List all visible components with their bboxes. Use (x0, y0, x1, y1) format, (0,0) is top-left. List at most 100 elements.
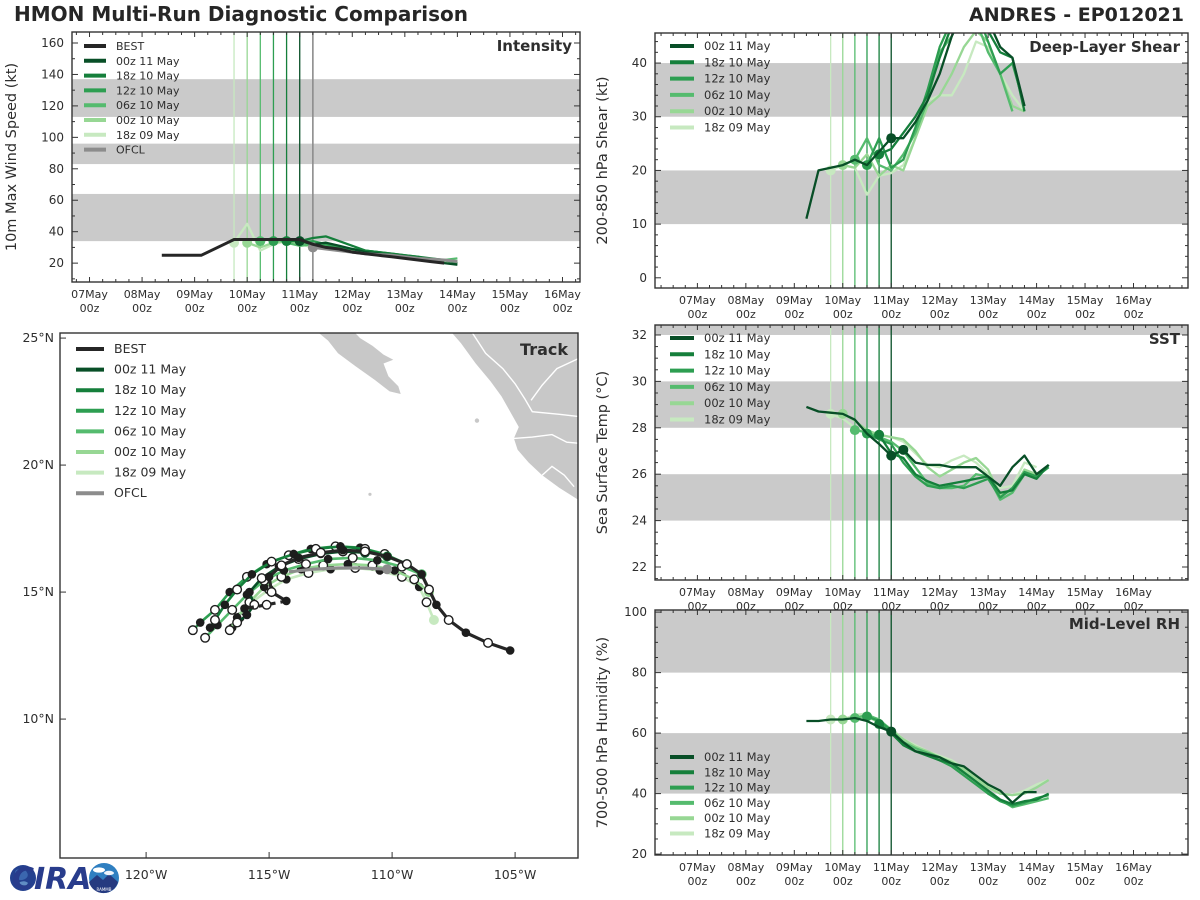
intensity-legend-label-r2: 12z 10 May (116, 84, 180, 97)
shear-ytick-2: 20 (632, 163, 647, 177)
intensity-ytick-7: 160 (41, 36, 64, 50)
shear-ytick-0: 0 (639, 271, 647, 285)
shear-legend-label-r3: 06z 10 May (704, 88, 771, 102)
shear-legend-label-r5: 18z 09 May (704, 121, 771, 135)
intensity-init-dot-r1-0 (281, 236, 292, 247)
rh-xtick-day-1: 08May (727, 861, 764, 874)
rh-ytick-4: 100 (624, 605, 647, 619)
track-fix-filled-r1-6 (247, 570, 257, 579)
sst-ytick-3: 28 (632, 421, 647, 435)
sst-legend-label-r4: 00z 10 May (704, 396, 771, 410)
track-fix-filled-r4-4 (343, 559, 353, 569)
rh-init-dot-r0-0 (886, 726, 897, 737)
shear-xtick-day-1: 08May (727, 294, 764, 307)
track-title: Track (520, 340, 568, 359)
rh-xtick-hour-0: 00z (688, 875, 708, 888)
shear-xtick-day-6: 13May (970, 294, 1007, 307)
sst-legend-label-r2: 12z 10 May (704, 364, 771, 378)
sst-xtick-day-8: 15May (1067, 586, 1104, 599)
sst-frame (654, 324, 1189, 581)
rh-xtick-day-4: 11May (873, 861, 910, 874)
track-fix-open-best-3 (443, 615, 454, 626)
shear-init-dot-r1-0 (874, 149, 885, 160)
track-fix-open-r4-11 (224, 625, 235, 636)
rh-xtick-day-6: 13May (970, 861, 1007, 874)
rh-xtick-hour-3: 00z (833, 875, 853, 888)
sst-xtick-day-2: 09May (776, 586, 813, 599)
track-fix-open-best-5 (424, 584, 435, 595)
panel-rh: 07May00z08May00z09May00z10May00z11May00z… (595, 605, 1189, 888)
track-fix-open-best-17 (261, 599, 272, 610)
rh-ylabel: 700-500 hPa Humidity (%) (595, 637, 611, 828)
rh-legend-label-r4: 00z 10 May (704, 811, 771, 825)
track-island-1 (368, 492, 372, 496)
sst-xtick-day-3: 10May (824, 586, 861, 599)
sst-series-r1 (878, 434, 1050, 494)
rh-ytick-1: 40 (632, 787, 647, 801)
shear-legend-label-r2: 12z 10 May (704, 72, 771, 86)
intensity-xtick-hour-6: 00z (395, 302, 415, 315)
track-legend-label-r4: 00z 10 May (114, 444, 187, 459)
track-fix-filled-best-4 (432, 600, 441, 610)
rh-init-dot-r2-0 (861, 711, 872, 722)
intensity-xtick-hour-8: 00z (500, 302, 520, 315)
track-fix-open-r4-1 (409, 574, 420, 585)
sst-ylabel: Sea Surface Temp (°C) (595, 371, 611, 534)
sst-band-2 (655, 325, 1188, 335)
intensity-ytick-4: 100 (41, 130, 64, 144)
intensity-ytick-3: 80 (49, 162, 64, 176)
track-fix-open-r2-11 (187, 625, 198, 636)
rh-xtick-day-9: 16May (1115, 861, 1152, 874)
rh-ytick-0: 20 (632, 847, 647, 861)
track-fix-filled-best-2 (461, 628, 471, 638)
track-lon-tick-0: 120°W (125, 867, 167, 882)
shear-xtick-hour-6: 00z (978, 308, 998, 321)
track-legend-label-best: BEST (114, 341, 146, 356)
shear-ytick-1: 10 (632, 217, 647, 231)
track-fix-open-best-11 (315, 547, 326, 558)
track-fix-filled-r3-4 (323, 554, 333, 564)
sst-init-dot-r3-0 (849, 425, 860, 436)
intensity-band-2 (72, 79, 580, 117)
shear-xtick-hour-7: 00z (1027, 308, 1047, 321)
intensity-xtick-day-4: 11May (281, 288, 318, 301)
rh-band-0 (655, 733, 1188, 794)
intensity-xtick-day-7: 14May (439, 288, 476, 301)
sst-legend-label-r0: 00z 11 May (704, 331, 771, 345)
svg-text:RAMMB: RAMMB (97, 887, 112, 892)
shear-title: Deep-Layer Shear (1029, 38, 1180, 56)
track-fix-open-r1-7 (232, 584, 243, 595)
panel-intensity: 07May00z08May00z09May00z10May00z11May00z… (4, 31, 581, 315)
track-fix-filled-r4-2 (390, 566, 399, 575)
intensity-xtick-hour-0: 00z (80, 302, 100, 315)
rh-legend-label-r2: 12z 10 May (704, 781, 771, 795)
track-fix-filled-best-0 (505, 646, 515, 655)
track-fix-filled-best-18 (240, 604, 249, 613)
rh-legend-label-r1: 18z 10 May (704, 765, 771, 779)
track-fix-open-r3-3 (347, 552, 358, 563)
intensity-xtick-day-1: 08May (124, 288, 161, 301)
track-legend-label-r1: 18z 10 May (114, 382, 187, 397)
track-fix-filled-best-14 (264, 572, 274, 582)
panel-sst: 07May00z08May00z09May00z10May00z11May00z… (595, 324, 1189, 613)
rh-xtick-day-7: 14May (1018, 861, 1055, 874)
shear-xtick-day-8: 15May (1067, 294, 1104, 307)
intensity-legend-label-r4: 00z 10 May (116, 114, 180, 127)
sst-xtick-day-7: 14May (1018, 586, 1055, 599)
sst-ytick-4: 30 (632, 374, 647, 388)
track-fix-open-r2-9 (209, 604, 220, 615)
intensity-legend-label-r3: 06z 10 May (116, 99, 180, 112)
intensity-xtick-hour-9: 00z (553, 302, 573, 315)
shear-xtick-day-4: 11May (873, 294, 910, 307)
track-lat-tick-3: 10°N (22, 711, 54, 726)
intensity-xtick-hour-1: 00z (132, 302, 152, 315)
sst-ytick-0: 22 (632, 560, 647, 574)
rh-xtick-hour-4: 00z (881, 875, 901, 888)
shear-xtick-hour-0: 00z (688, 308, 708, 321)
track-fix-open-r3-9 (227, 604, 238, 615)
shear-xtick-hour-8: 00z (1075, 308, 1095, 321)
cira-rammb-logo: CIRA RAMMB (10, 862, 119, 897)
rh-ytick-2: 60 (632, 726, 647, 740)
rh-xtick-hour-5: 00z (930, 875, 950, 888)
